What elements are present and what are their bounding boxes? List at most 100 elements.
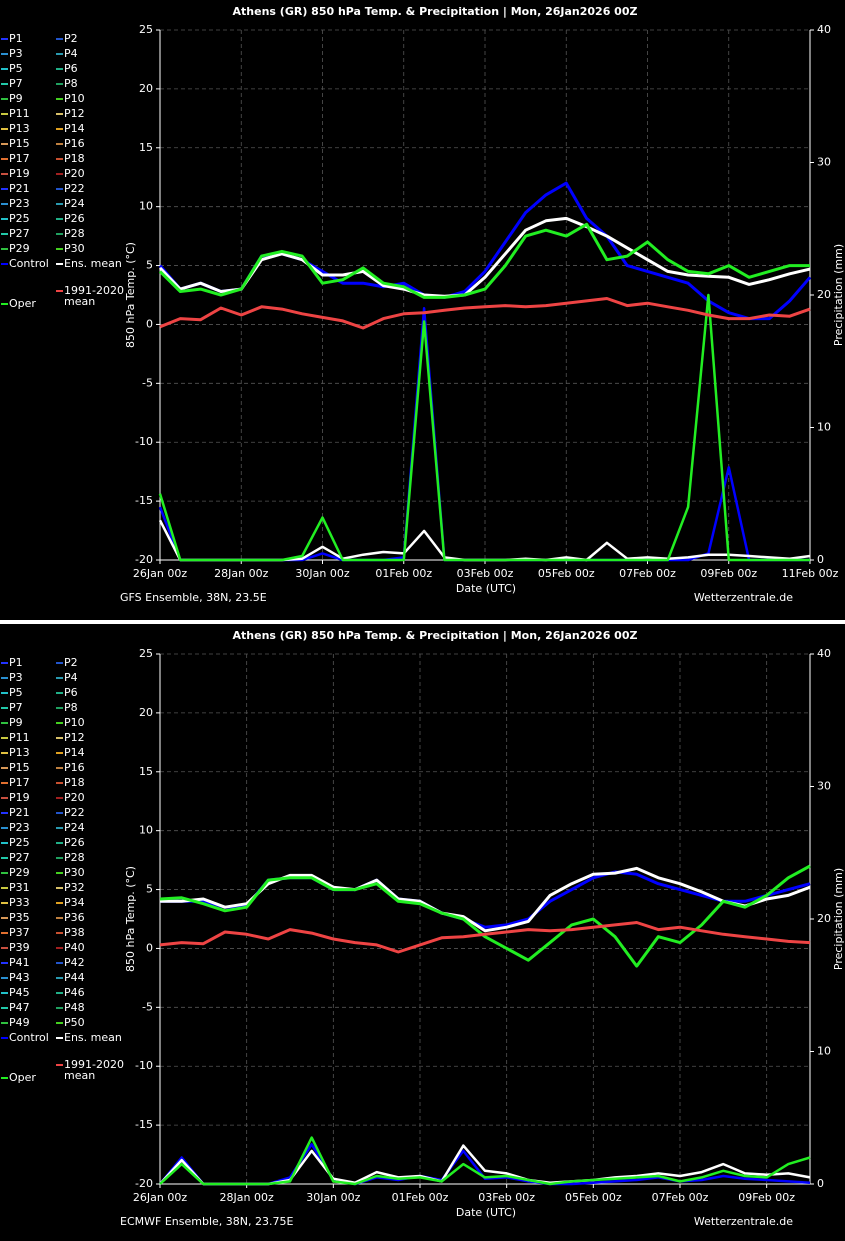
legend-label: P26 bbox=[64, 836, 85, 849]
legend-label: P45 bbox=[9, 986, 30, 999]
y-tick-label: 10 bbox=[139, 824, 153, 837]
legend-label: P30 bbox=[64, 866, 85, 879]
legend-label: P40 bbox=[64, 941, 85, 954]
x-tick-label: 05Feb 00z bbox=[538, 567, 595, 580]
x-tick-label: 03Feb 00z bbox=[457, 567, 514, 580]
legend-label: P38 bbox=[64, 926, 85, 939]
legend-label: P2 bbox=[64, 32, 78, 45]
legend-label: P19 bbox=[9, 791, 30, 804]
legend-label: P49 bbox=[9, 1016, 30, 1029]
legend-label: P43 bbox=[9, 971, 30, 984]
y-tick-label: 0 bbox=[146, 941, 153, 954]
x-tick-label: 09Feb 00z bbox=[738, 1191, 795, 1204]
x-tick-label: 28Jan 00z bbox=[220, 1191, 274, 1204]
y-tick-label: -5 bbox=[142, 1000, 153, 1013]
legend-label: P24 bbox=[64, 821, 85, 834]
temp-line bbox=[160, 870, 811, 929]
legend-label: P21 bbox=[9, 806, 30, 819]
y2-tick-label: 40 bbox=[817, 647, 831, 660]
legend-label: P1 bbox=[9, 32, 23, 45]
legend-label: P12 bbox=[64, 107, 85, 120]
y-tick-label: 5 bbox=[146, 259, 153, 272]
legend-label: P2 bbox=[64, 656, 78, 669]
legend-label: P6 bbox=[64, 62, 78, 75]
y2-axis-label: Precipitation (mm) bbox=[832, 244, 845, 346]
legend-label: P31 bbox=[9, 881, 30, 894]
legend-label: P29 bbox=[9, 866, 30, 879]
legend-label: P1 bbox=[9, 656, 23, 669]
x-tick-label: 26Jan 00z bbox=[133, 567, 187, 580]
legend-label: P35 bbox=[9, 911, 30, 924]
legend-label: P9 bbox=[9, 716, 23, 729]
y2-axis-label: Precipitation (mm) bbox=[832, 868, 845, 970]
legend-label: P33 bbox=[9, 896, 30, 909]
legend-label: P15 bbox=[9, 137, 30, 150]
legend-label-box: 1991-2020 mean bbox=[64, 285, 124, 307]
legend-label: P27 bbox=[9, 227, 30, 240]
legend-label: P41 bbox=[9, 956, 30, 969]
y-tick-label: 5 bbox=[146, 883, 153, 896]
legend-label: P10 bbox=[64, 716, 85, 729]
legend-label: P18 bbox=[64, 152, 85, 165]
legend-label: P47 bbox=[9, 1001, 30, 1014]
gfs-chart: Athens (GR) 850 hPa Temp. & Precipitatio… bbox=[0, 0, 845, 620]
legend-label: P23 bbox=[9, 197, 30, 210]
x-axis-label: Date (UTC) bbox=[456, 1206, 516, 1219]
legend-label: P29 bbox=[9, 242, 30, 255]
x-tick-label: 09Feb 00z bbox=[700, 567, 757, 580]
precip-line bbox=[158, 293, 810, 562]
y-tick-label: -15 bbox=[135, 1118, 153, 1131]
legend-label: P23 bbox=[9, 821, 30, 834]
temp-line bbox=[159, 864, 811, 968]
temp-line bbox=[158, 216, 811, 298]
legend-label: P7 bbox=[9, 701, 23, 714]
temp-line bbox=[159, 921, 811, 954]
legend-label: P17 bbox=[9, 152, 30, 165]
source-label: GFS Ensemble, 38N, 23.5E bbox=[120, 591, 267, 604]
legend-label: Control bbox=[9, 1031, 49, 1044]
legend-label: P12 bbox=[64, 731, 85, 744]
legend-label: P28 bbox=[64, 227, 85, 240]
legend-label: P21 bbox=[9, 182, 30, 195]
legend-label: P14 bbox=[64, 746, 85, 759]
legend-label: P36 bbox=[64, 911, 85, 924]
y-tick-label: 15 bbox=[139, 141, 153, 154]
credit-label: Wetterzentrale.de bbox=[694, 1215, 793, 1228]
y-tick-label: 25 bbox=[139, 23, 153, 36]
legend-label: P22 bbox=[64, 182, 85, 195]
legend-label: P17 bbox=[9, 776, 30, 789]
legend-label: P16 bbox=[64, 137, 85, 150]
legend-label: 1991-2020 mean bbox=[64, 1059, 124, 1082]
source-label: ECMWF Ensemble, 38N, 23.75E bbox=[120, 1215, 293, 1228]
legend-label: P11 bbox=[9, 107, 30, 120]
x-tick-label: 11Feb 00z bbox=[782, 567, 839, 580]
legend-label: P30 bbox=[64, 242, 85, 255]
y2-tick-label: 40 bbox=[817, 23, 831, 36]
y2-tick-label: 10 bbox=[817, 1045, 831, 1058]
legend-label: P15 bbox=[9, 761, 30, 774]
legend-label: P20 bbox=[64, 167, 85, 180]
y2-tick-label: 20 bbox=[817, 912, 831, 925]
legend-label: P5 bbox=[9, 62, 23, 75]
y-tick-label: 10 bbox=[139, 200, 153, 213]
legend-label: P39 bbox=[9, 941, 30, 954]
legend-label: P42 bbox=[64, 956, 85, 969]
y2-tick-label: 0 bbox=[817, 1177, 824, 1190]
legend-label: P7 bbox=[9, 77, 23, 90]
y2-tick-label: 30 bbox=[817, 780, 831, 793]
legend-label: P19 bbox=[9, 167, 30, 180]
legend-label: P14 bbox=[64, 122, 85, 135]
y-tick-label: 15 bbox=[139, 765, 153, 778]
ecmwf-chart: Athens (GR) 850 hPa Temp. & Precipitatio… bbox=[0, 624, 845, 1241]
x-tick-label: 01Feb 00z bbox=[392, 1191, 449, 1204]
legend-label: P13 bbox=[9, 122, 30, 135]
legend-label: P10 bbox=[64, 92, 85, 105]
legend-label: P18 bbox=[64, 776, 85, 789]
legend-label: P6 bbox=[64, 686, 78, 699]
legend-label: P13 bbox=[9, 746, 30, 759]
y-tick-label: -15 bbox=[135, 494, 153, 507]
legend-label: P34 bbox=[64, 896, 85, 909]
y-tick-label: 20 bbox=[139, 706, 153, 719]
legend-label: P4 bbox=[64, 47, 78, 60]
y-tick-label: -10 bbox=[135, 435, 153, 448]
